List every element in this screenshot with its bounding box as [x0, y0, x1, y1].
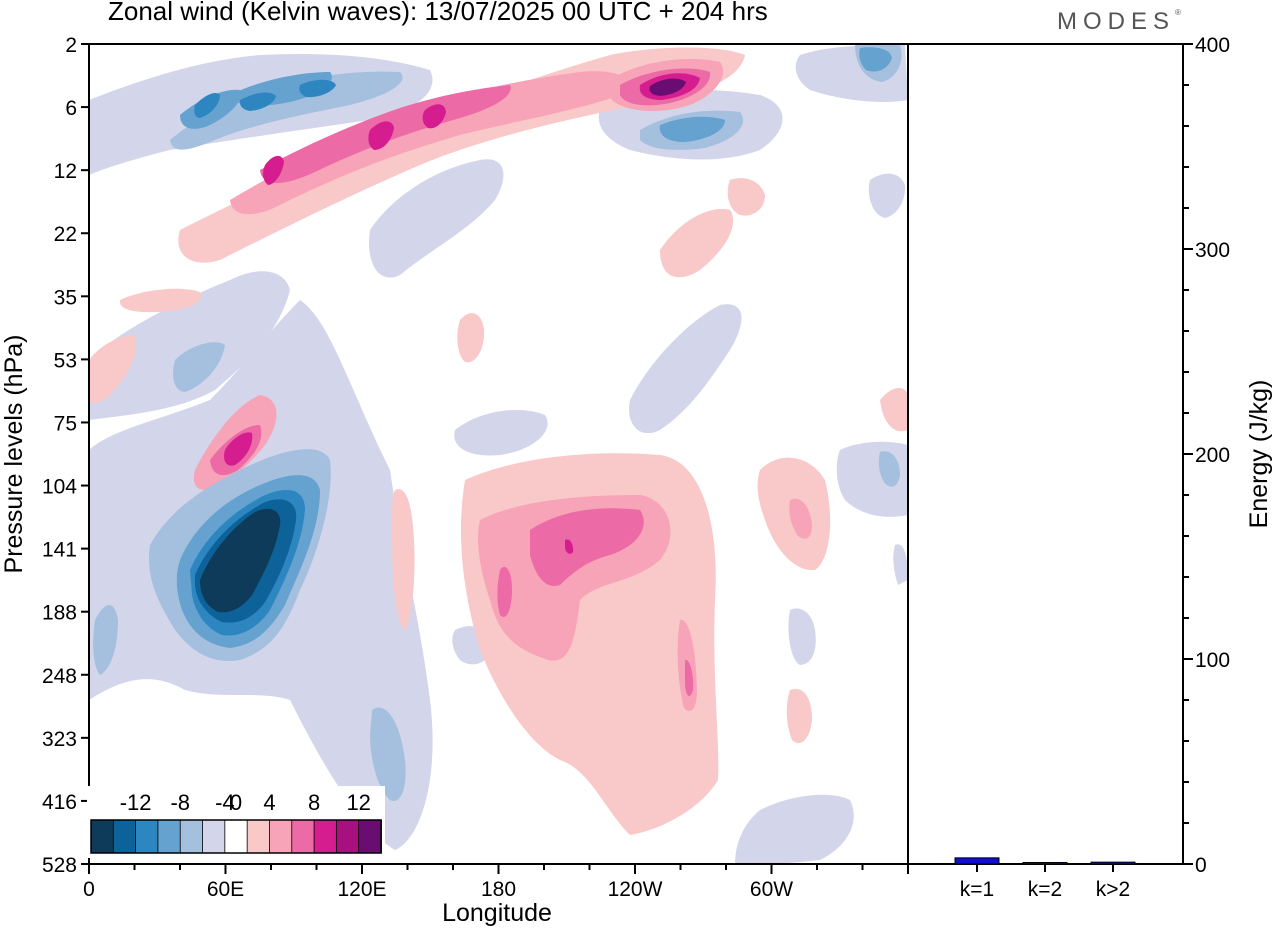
colorbar-label: 8: [308, 790, 320, 815]
y-axis-ticks: 2 6 12 22 35 53 75 104 141 188 248 323 416 528: [42, 34, 89, 877]
y-tick-label: 141: [42, 539, 77, 562]
colorbar-swatch: [246, 819, 271, 854]
colorbar-swatch: [358, 819, 382, 854]
y-tick-label: 22: [54, 223, 77, 246]
y-tick-label: 35: [54, 286, 77, 309]
y-axis-label: Pressure levels (hPa): [0, 335, 28, 574]
energy-tick-label: 100: [1195, 649, 1230, 672]
y-tick-label: 75: [54, 412, 77, 435]
colorbar-swatch: [269, 819, 293, 854]
energy-tick-label: 400: [1195, 34, 1230, 57]
y-tick-label: 528: [42, 854, 77, 877]
colorbar-label: -4: [215, 790, 235, 815]
y-tick-label: 323: [42, 728, 77, 751]
y-tick-label: 12: [54, 160, 77, 183]
y-tick-label: 104: [42, 476, 77, 499]
y-tick-label: 2: [65, 34, 77, 57]
energy-bars: k=1 k=2 k>2: [954, 857, 1136, 901]
y-tick-label: 6: [65, 97, 77, 120]
colorbar-label: -8: [170, 790, 190, 815]
energy-y-ticks: 0 100 200 300 400: [1183, 34, 1230, 877]
energy-category-label: k=2: [1028, 878, 1062, 901]
energy-y-axis-label: Energy (J/kg): [1245, 380, 1273, 529]
colorbar-label: 4: [263, 790, 275, 815]
colorbar-swatch: [202, 819, 226, 854]
energy-bar: [954, 857, 1000, 865]
brand-text: MODES: [1057, 8, 1176, 35]
y-tick-label: 53: [54, 349, 77, 372]
colorbar-frame: [90, 819, 382, 854]
x-tick-label: 180: [481, 878, 516, 901]
contour-band-peak-positive: [649, 78, 686, 96]
x-tick-label: 120E: [337, 878, 386, 901]
x-tick-label: 60W: [750, 878, 793, 901]
energy-bar: [1090, 861, 1136, 865]
energy-tick-label: 200: [1195, 444, 1230, 467]
colorbar-swatch: [224, 819, 249, 854]
x-tick-label: 60E: [207, 878, 244, 901]
energy-tick-label: 300: [1195, 239, 1230, 262]
colorbar-swatch: [157, 819, 182, 854]
y-tick-label: 188: [42, 602, 77, 625]
colorbar-label: 0: [230, 790, 242, 815]
colorbar-swatch: [90, 819, 115, 854]
colorbar-swatch: [112, 819, 137, 854]
energy-tick-label: 0: [1195, 854, 1207, 877]
y-tick-label: 416: [42, 791, 77, 814]
contour-band-peak-negative: [200, 508, 281, 613]
colorbar-swatch: [313, 819, 338, 854]
energy-frame: [907, 43, 1184, 865]
colorbar-swatch: [335, 819, 360, 854]
brand-registered-mark: ®: [1175, 8, 1181, 17]
x-axis-label: Longitude: [442, 899, 552, 927]
colorbar-swatch: [179, 819, 204, 854]
colorbar-label: -12: [120, 790, 152, 815]
energy-panel: k=1 k=2 k>2 0 100 200 300 400 Energy (J/kg): [907, 34, 1273, 901]
energy-category-label: k>2: [1096, 878, 1130, 901]
energy-bar: [1022, 862, 1068, 865]
brand-logo: MODES®: [1057, 8, 1181, 36]
energy-category-label: k=1: [960, 878, 994, 901]
wind-field: [89, 45, 908, 864]
colorbar: -12 -8 -40 4 8 12: [87, 786, 385, 858]
y-tick-label: 248: [42, 665, 77, 688]
chart-title: Zonal wind (Kelvin waves): 13/07/2025 00…: [108, 0, 768, 26]
x-tick-label: 120W: [608, 878, 663, 901]
x-axis-ticks: 0 60E 120E 180 120W 60W: [83, 864, 909, 901]
colorbar-swatch: [135, 819, 159, 854]
x-tick-label: 0: [83, 878, 95, 901]
colorbar-swatch: [291, 819, 315, 854]
colorbar-label: 12: [346, 790, 370, 815]
